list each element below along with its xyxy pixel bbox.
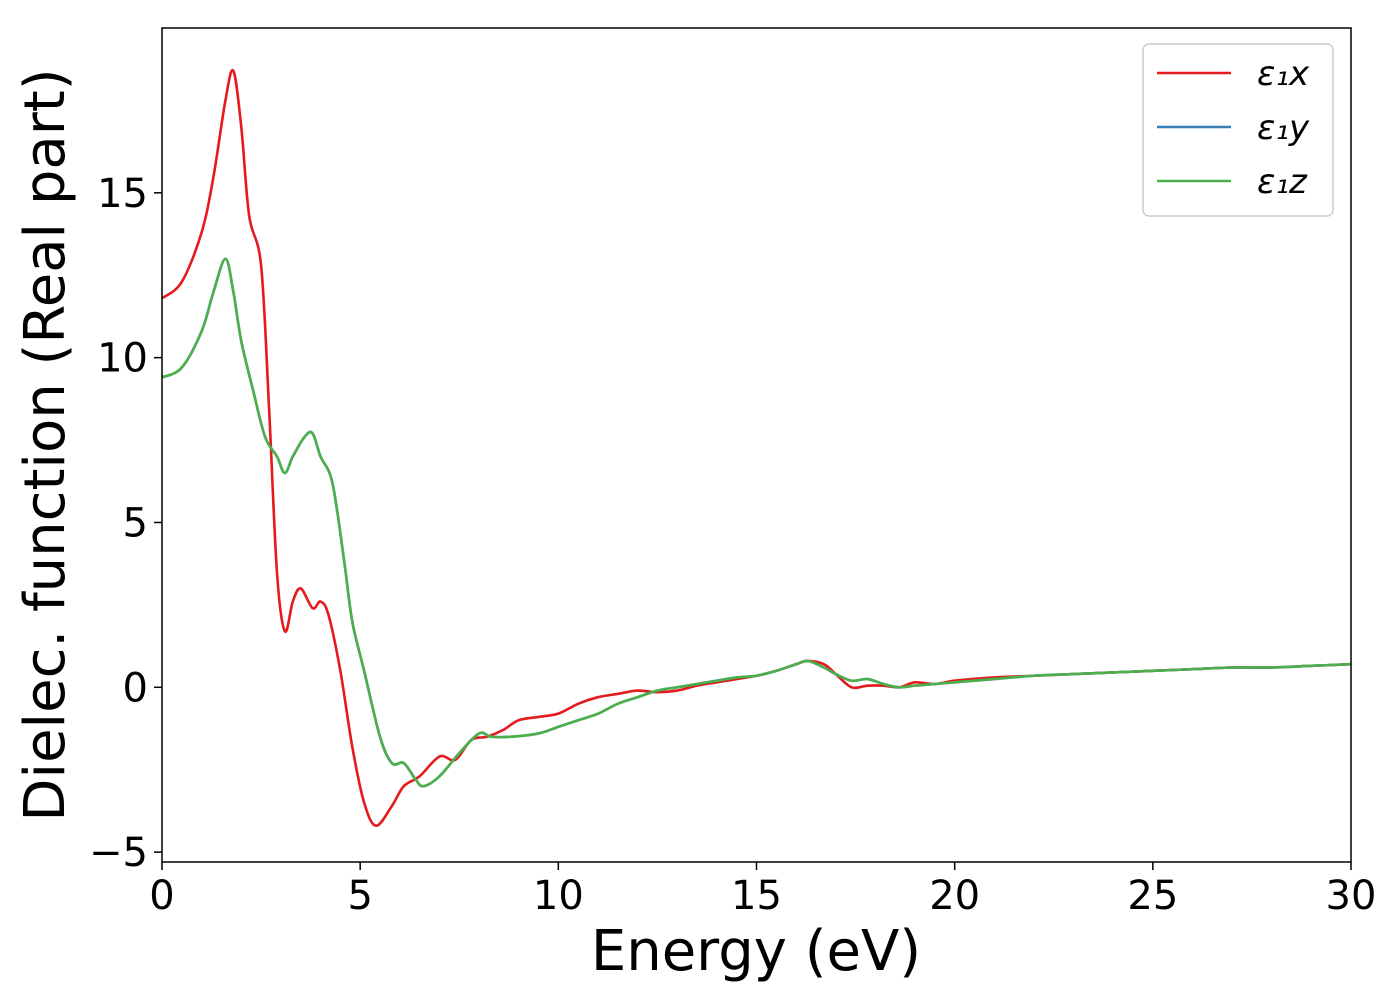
x-axis-ticks: 0 5 10 15 20 25 30 [149, 862, 1376, 919]
legend-entry-e1x-label: ε₁x [1257, 54, 1310, 94]
x-tick-label: 20 [929, 873, 980, 919]
series-line-e1z [161, 257, 1352, 788]
legend-box [1142, 43, 1334, 217]
x-axis-label: Energy (eV) [591, 919, 921, 984]
legend: ε₁x ε₁y ε₁z [1142, 43, 1334, 217]
legend-entry-e1y-label: ε₁y [1257, 108, 1310, 148]
x-tick-label: 30 [1326, 873, 1377, 919]
y-axis-label: Dielec. function (Real part) [13, 68, 78, 821]
x-tick-label: 5 [347, 873, 372, 919]
y-tick-label: 5 [123, 500, 148, 546]
x-tick-label: 15 [731, 873, 782, 919]
y-tick-label: 0 [123, 665, 148, 711]
x-tick-label: 0 [149, 873, 174, 919]
x-tick-label: 10 [533, 873, 584, 919]
series-layer [161, 68, 1352, 828]
y-tick-label: 15 [97, 171, 148, 217]
y-tick-label: −5 [89, 830, 148, 876]
series-line-e1y [161, 257, 1352, 788]
y-axis-ticks: −5 0 5 10 15 [89, 171, 162, 876]
x-tick-label: 25 [1127, 873, 1178, 919]
legend-entry-e1z-label: ε₁z [1257, 162, 1308, 202]
y-tick-label: 10 [97, 336, 148, 382]
